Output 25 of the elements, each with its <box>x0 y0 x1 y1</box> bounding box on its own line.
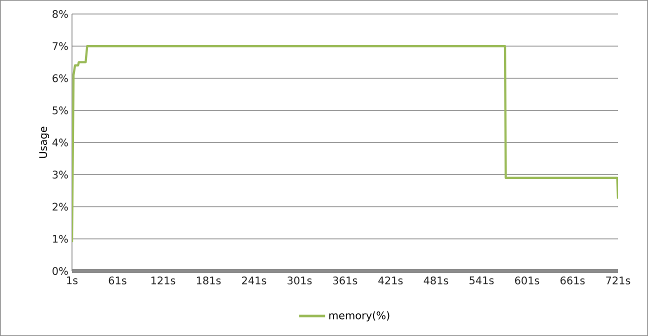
x-tick-label: 421s <box>378 276 403 284</box>
y-tick-label: 1% <box>53 234 68 243</box>
line-series <box>72 45 618 244</box>
x-tick-label: 721s <box>606 276 630 284</box>
x-tick-label: 361s <box>333 276 358 284</box>
y-tick-label: 0% <box>52 267 68 275</box>
y-tick-label: 4% <box>52 138 68 146</box>
x-tick-label: 541s <box>470 276 494 284</box>
x-tick-label: 181s <box>196 276 221 284</box>
x-tick-label: 481s <box>424 276 448 284</box>
x-tick-label: 661s <box>560 276 585 284</box>
y-tick-label: 8% <box>52 10 68 18</box>
y-tick-label: 7% <box>52 42 68 50</box>
y-tick-label: 2% <box>52 202 68 211</box>
x-tick-label: 121s <box>151 276 176 284</box>
y-axis-title: Usage <box>39 126 50 158</box>
x-tick-label: 241s <box>242 276 266 284</box>
x-tick-label: 61s <box>108 276 126 284</box>
legend-label: memory(%) <box>329 311 390 322</box>
y-tick-label: 5% <box>52 106 68 114</box>
x-tick-label: 301s <box>288 276 312 284</box>
x-tick-label: 1s <box>67 276 78 284</box>
y-tick-label: 6% <box>52 74 68 82</box>
y-tick-label: 3% <box>52 170 68 179</box>
x-tick-label: 601s <box>515 276 540 284</box>
